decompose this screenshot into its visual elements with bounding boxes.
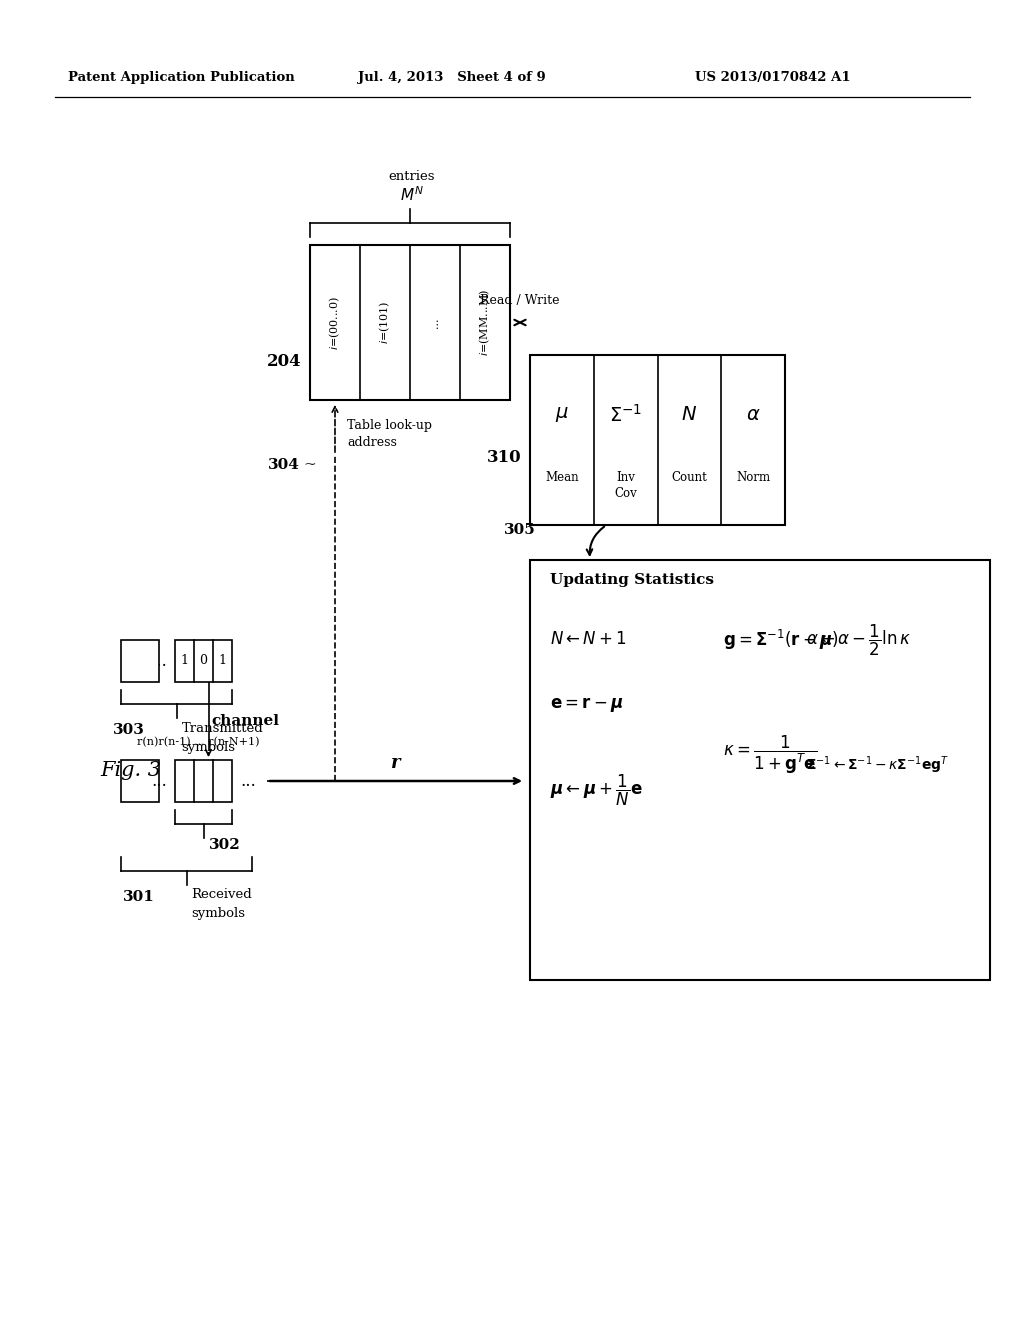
- Text: 310: 310: [487, 449, 522, 466]
- Text: US 2013/0170842 A1: US 2013/0170842 A1: [695, 71, 851, 84]
- Text: Table look-up: Table look-up: [347, 418, 432, 432]
- Text: $\kappa=\dfrac{1}{1+\mathbf{g}^T\mathbf{e}}$: $\kappa=\dfrac{1}{1+\mathbf{g}^T\mathbf{…: [723, 734, 817, 776]
- Text: 301: 301: [123, 890, 155, 904]
- Text: ...: ...: [152, 652, 167, 669]
- Bar: [121, 760, 159, 803]
- Text: r: r: [391, 754, 400, 772]
- Text: 302: 302: [209, 838, 241, 851]
- Text: Inv: Inv: [616, 471, 635, 484]
- Text: 304: 304: [268, 458, 300, 473]
- Text: Cov: Cov: [614, 487, 637, 500]
- Text: r(n)r(n-1) ... r(n-N+1): r(n)r(n-1) ... r(n-N+1): [137, 737, 260, 747]
- Text: Fig. 3: Fig. 3: [100, 760, 161, 780]
- Text: Updating Statistics: Updating Statistics: [550, 573, 714, 587]
- Text: $\boldsymbol{\mu}\leftarrow\boldsymbol{\mu}+\dfrac{1}{N}\mathbf{e}$: $\boldsymbol{\mu}\leftarrow\boldsymbol{\…: [550, 772, 643, 808]
- Text: $M^N$: $M^N$: [400, 186, 424, 205]
- Text: ...: ...: [152, 772, 167, 789]
- Text: $\Sigma^{-1}$: $\Sigma^{-1}$: [609, 404, 642, 425]
- Text: Patent Application Publication: Patent Application Publication: [68, 71, 295, 84]
- Text: $\mathbf{e}=\mathbf{r}-\boldsymbol{\mu}$: $\mathbf{e}=\mathbf{r}-\boldsymbol{\mu}$: [550, 696, 624, 714]
- Text: Transmitted: Transmitted: [181, 722, 263, 734]
- Text: symbols: symbols: [191, 908, 246, 920]
- Text: Read / Write: Read / Write: [480, 294, 560, 308]
- Text: 204: 204: [267, 352, 302, 370]
- Text: $\mathbf{g}=\boldsymbol{\Sigma}^{-1}(\mathbf{r}-\boldsymbol{\mu})$: $\mathbf{g}=\boldsymbol{\Sigma}^{-1}(\ma…: [723, 628, 839, 652]
- Text: 0: 0: [200, 655, 208, 668]
- Text: $\mu$: $\mu$: [555, 405, 568, 424]
- Bar: [310, 246, 510, 400]
- Bar: [175, 760, 232, 803]
- Text: $i$=(101): $i$=(101): [378, 301, 392, 345]
- Bar: [121, 640, 159, 682]
- Text: Count: Count: [672, 471, 708, 484]
- Text: 1: 1: [218, 655, 226, 668]
- Text: $\alpha\leftarrow\alpha-\dfrac{1}{2}\ln\kappa$: $\alpha\leftarrow\alpha-\dfrac{1}{2}\ln\…: [806, 623, 911, 657]
- Text: Norm: Norm: [736, 471, 770, 484]
- Bar: [530, 355, 785, 525]
- Text: $N \leftarrow N+1$: $N \leftarrow N+1$: [550, 631, 627, 648]
- Text: Mean: Mean: [545, 471, 579, 484]
- Text: ...: ...: [430, 317, 440, 327]
- Text: $\boldsymbol{\Sigma}^{-1}\leftarrow\boldsymbol{\Sigma}^{-1}-\kappa\boldsymbol{\S: $\boldsymbol{\Sigma}^{-1}\leftarrow\bold…: [806, 754, 949, 776]
- Text: Jul. 4, 2013   Sheet 4 of 9: Jul. 4, 2013 Sheet 4 of 9: [358, 71, 546, 84]
- Text: $N$: $N$: [681, 405, 697, 424]
- Text: address: address: [347, 436, 397, 449]
- Text: symbols: symbols: [181, 741, 236, 754]
- Text: 305: 305: [504, 523, 536, 537]
- Bar: [175, 640, 232, 682]
- Text: entries: entries: [389, 170, 435, 183]
- Bar: [530, 560, 990, 979]
- Text: 303: 303: [113, 723, 144, 737]
- Text: Received: Received: [191, 888, 252, 902]
- Text: ~: ~: [303, 458, 315, 473]
- Text: 1: 1: [180, 655, 188, 668]
- Text: $i$=(00...0): $i$=(00...0): [328, 296, 342, 350]
- Text: $\alpha$: $\alpha$: [745, 405, 761, 424]
- Text: channel: channel: [212, 714, 280, 729]
- Text: $i$=(MM...M): $i$=(MM...M): [478, 289, 493, 356]
- Text: ...: ...: [240, 772, 256, 789]
